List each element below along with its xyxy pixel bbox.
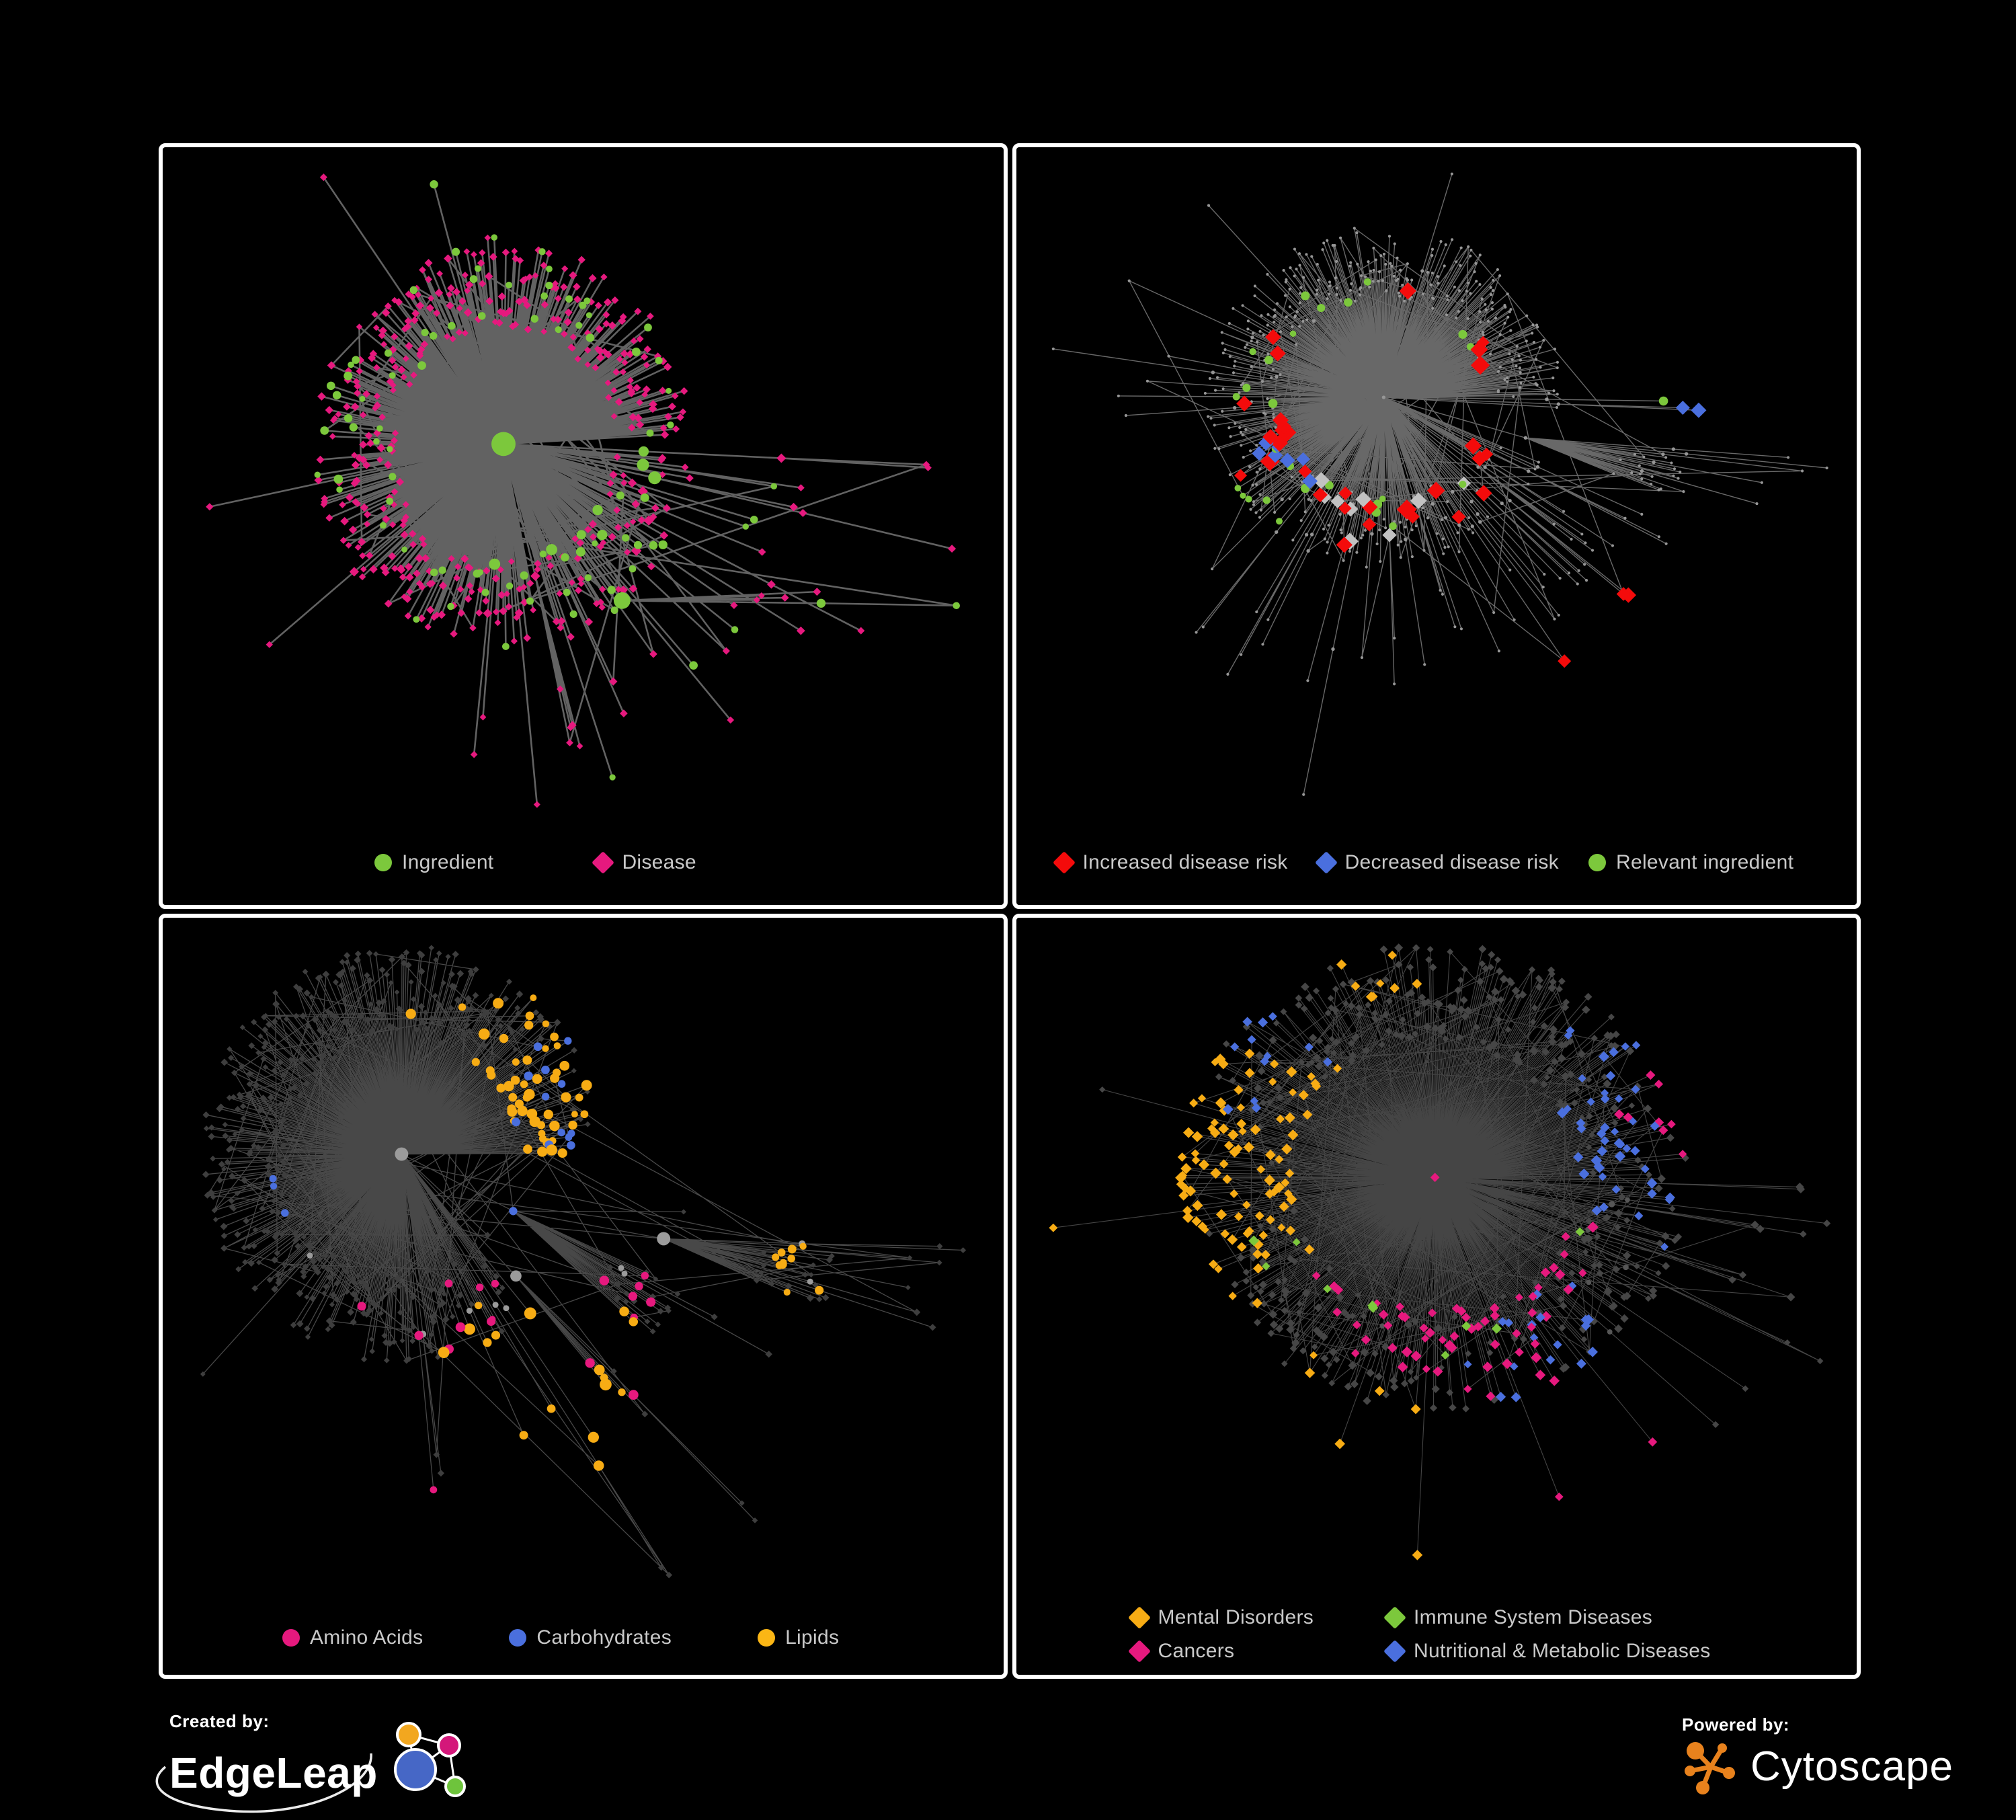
lipids-swatch-icon [758,1629,776,1647]
edgeleap-wordmark: EdgeLeap [169,1749,378,1797]
edgeleap-node-orange [395,1722,421,1747]
legend-item-mental-disorders: Mental Disorders [1127,1606,1314,1629]
legend-nutrient-classes: Amino Acids Carbohydrates Lipids [163,1626,1004,1649]
powered-by-label: Powered by: [1682,1714,1790,1735]
legend-label-ingredient: Ingredient [402,850,494,873]
immune-system-diseases-swatch-icon [1383,1606,1406,1629]
legend-label-immune-system-diseases: Immune System Diseases [1414,1606,1653,1628]
amino-acids-swatch-icon [282,1629,300,1647]
edgeleap-logo-icon [393,1722,466,1797]
panel-disease-risk: Increased disease risk Decreased disease… [1012,143,1861,909]
panel-ingredient-disease: Ingredient Disease [159,143,1008,909]
edgeleap-node-blue [393,1748,437,1791]
panel-disease-classes: Mental Disorders Immune System Diseases … [1012,913,1861,1679]
legend-item-immune-system-diseases: Immune System Diseases [1383,1606,1710,1629]
edgeleap-node-green [444,1776,466,1797]
relevant-ingredient-swatch-icon [1588,853,1606,871]
cytoscape-logo-icon [1685,1742,1735,1794]
legend-label-mental-disorders: Mental Disorders [1158,1606,1314,1628]
cancers-swatch-icon [1127,1640,1151,1663]
legend-disease-risk: Increased disease risk Decreased disease… [1016,851,1857,874]
legend-item-nutritional-metabolic-diseases: Nutritional & Metabolic Diseases [1383,1640,1711,1663]
legend-label-increased-risk: Increased disease risk [1082,850,1288,873]
legend-label-relevant-ingredient: Relevant ingredient [1616,850,1794,873]
cytoscape-lockup: Cytoscape [1682,1738,1953,1796]
legend-label-decreased-risk: Decreased disease risk [1344,850,1559,873]
increased-risk-swatch-icon [1052,850,1076,874]
nutritional-metabolic-diseases-swatch-icon [1383,1640,1406,1663]
ingredient-disease-network-graph [206,173,960,808]
legend-label-amino-acids: Amino Acids [310,1626,424,1649]
legend-item-amino-acids: Amino Acids [282,1626,423,1649]
legend-item-increased-risk: Increased disease risk [1052,850,1288,874]
legend-label-disease: Disease [622,850,696,873]
disease-swatch-icon [592,850,615,874]
legend-label-nutritional-metabolic-diseases: Nutritional & Metabolic Diseases [1414,1640,1711,1662]
edgeleap-node-pink [436,1733,461,1757]
legend-item-cancers: Cancers [1127,1640,1314,1663]
decreased-risk-swatch-icon [1314,850,1338,874]
carbohydrates-swatch-icon [509,1629,527,1647]
disease-classes-network-graph [1048,943,1830,1560]
legend-item-relevant-ingredient: Relevant ingredient [1588,851,1793,874]
legend-item-lipids: Lipids [758,1626,839,1649]
legend-label-carbohydrates: Carbohydrates [536,1626,672,1649]
edgeleap-lockup: EdgeLeap [155,1722,471,1813]
disease-risk-network-graph [1051,172,1828,796]
ingredient-swatch-icon [374,853,392,871]
nutrient-classes-network-graph [200,944,967,1578]
cytoscape-wordmark: Cytoscape [1750,1743,1953,1790]
legend-disease-classes: Mental Disorders Immune System Diseases … [1127,1606,1711,1663]
legend-item-decreased-risk: Decreased disease risk [1314,850,1559,874]
legend-item-ingredient: Ingredient [374,851,493,874]
legend-item-disease: Disease [592,850,696,874]
legend-label-cancers: Cancers [1158,1640,1235,1662]
legend-ingredient-disease: Ingredient Disease [163,851,1004,874]
edgeleap-credit: Created by: EdgeLeap [155,1711,471,1813]
panels-grid: Ingredient Disease Increased disease ris… [159,143,1861,1679]
cytoscape-credit: Powered by: Cytoscape [1682,1714,1953,1796]
created-by-label: Created by: [169,1711,270,1731]
legend-label-lipids: Lipids [785,1626,840,1649]
legend-item-carbohydrates: Carbohydrates [509,1626,672,1649]
panel-nutrient-classes: Amino Acids Carbohydrates Lipids [159,913,1008,1679]
mental-disorders-swatch-icon [1127,1606,1151,1629]
